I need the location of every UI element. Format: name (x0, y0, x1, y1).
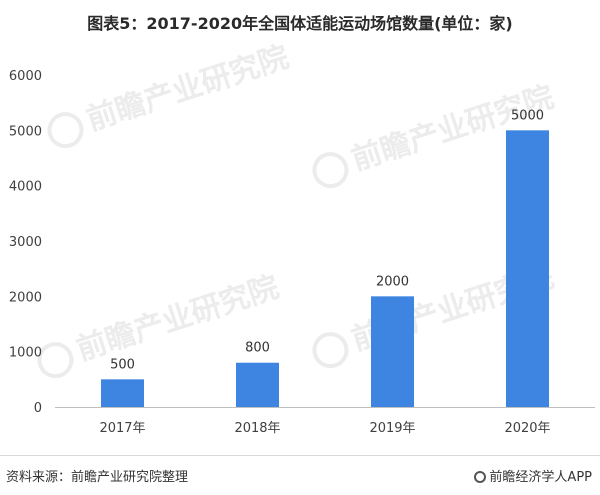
bar-4 (506, 130, 549, 408)
bar-1 (101, 379, 144, 407)
y-tick-label: 0 (34, 401, 42, 416)
x-tick-label: 2020年 (504, 421, 550, 436)
y-tick-label: 2000 (9, 290, 42, 305)
y-tick-label: 6000 (9, 69, 42, 84)
brand-logo-icon (474, 471, 487, 483)
y-tick-label: 3000 (9, 235, 42, 250)
x-tick-label: 2018年 (234, 421, 280, 436)
data-label: 500 (110, 357, 135, 372)
data-label: 800 (245, 341, 270, 356)
source-note: 资料来源：前瞻产业研究院整理 (6, 470, 189, 485)
x-tick-label: 2019年 (369, 421, 415, 436)
y-tick-label: 5000 (9, 124, 42, 139)
chart-title: 图表5：2017-2020年全国体适能运动场馆数量(单位：家) (87, 14, 513, 33)
footer-divider (0, 455, 600, 456)
y-tick-label: 1000 (9, 346, 42, 361)
brand-label: 前瞻经济学人APP (474, 466, 592, 485)
brand-text: 前瞻经济学人APP (489, 470, 592, 485)
bar-3 (371, 296, 414, 407)
data-label: 5000 (511, 108, 544, 123)
bar-2 (236, 362, 279, 407)
x-tick-label: 2017年 (99, 421, 145, 436)
data-label: 2000 (376, 274, 409, 289)
y-tick-label: 4000 (9, 180, 42, 195)
